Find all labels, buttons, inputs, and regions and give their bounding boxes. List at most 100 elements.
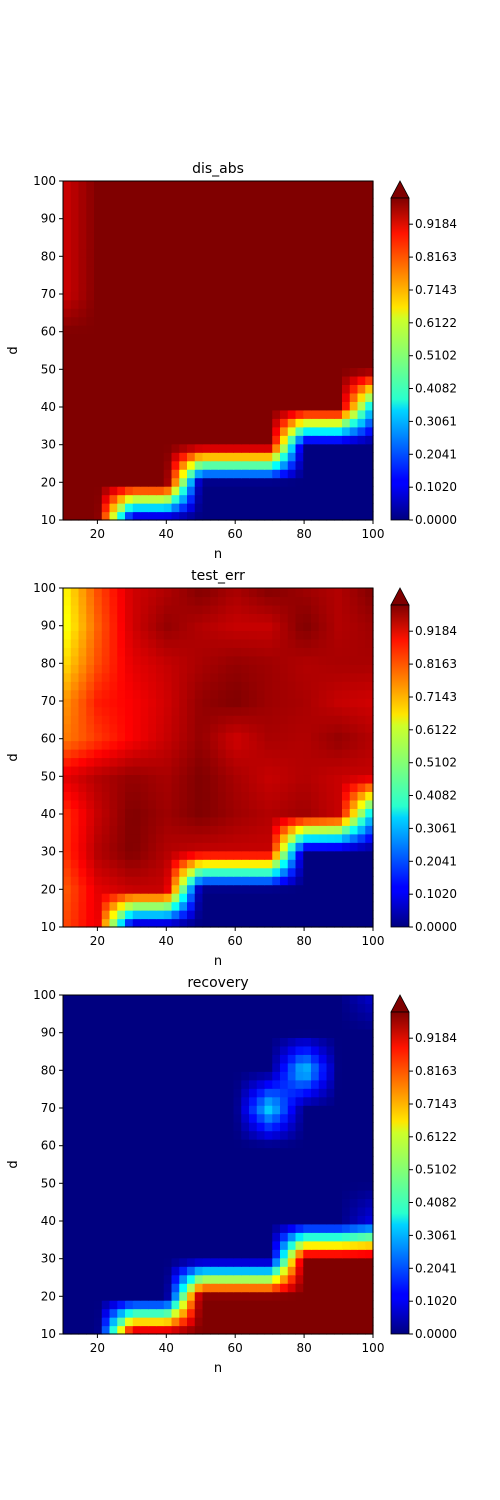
- heatmap-cell: [187, 884, 196, 894]
- heatmap-cell: [249, 774, 258, 784]
- heatmap-cell: [78, 1130, 87, 1140]
- heatmap-cell: [210, 723, 219, 733]
- heatmap-cell: [218, 1037, 227, 1047]
- heatmap-cell: [318, 308, 328, 318]
- heatmap-cell: [163, 1147, 173, 1157]
- heatmap-cell: [264, 1037, 273, 1047]
- heatmap-cell: [233, 995, 242, 1005]
- heatmap-cell: [318, 511, 328, 521]
- heatmap-cell: [287, 638, 297, 648]
- heatmap-cell: [218, 1105, 227, 1115]
- heatmap-cell: [171, 409, 180, 419]
- heatmap-cell: [140, 325, 149, 335]
- heatmap-cell: [264, 842, 273, 852]
- heatmap-cell: [86, 1181, 95, 1191]
- heatmap-cell: [233, 1232, 242, 1242]
- heatmap-cell: [86, 799, 95, 809]
- heatmap-cell: [202, 197, 211, 208]
- heatmap-cell: [94, 401, 103, 411]
- heatmap-cell: [249, 308, 258, 318]
- heatmap-cell: [109, 672, 118, 682]
- heatmap-cell: [349, 1198, 359, 1208]
- heatmap-cell: [78, 265, 87, 275]
- heatmap-cell: [109, 197, 118, 208]
- heatmap-cell: [326, 715, 335, 725]
- heatmap-cell: [249, 1223, 258, 1233]
- heatmap-cell: [194, 782, 204, 792]
- heatmap-cell: [233, 833, 242, 843]
- heatmap-cell: [140, 1113, 149, 1123]
- heatmap-cell: [233, 664, 242, 674]
- heatmap-cell: [287, 613, 297, 623]
- heatmap-cell: [218, 265, 227, 275]
- heatmap-cell: [295, 1206, 304, 1216]
- heatmap-cell: [78, 325, 87, 335]
- heatmap-cell: [210, 647, 219, 657]
- heatmap-cell: [326, 316, 335, 326]
- heatmap-cell: [70, 350, 80, 360]
- heatmap-cell: [318, 409, 328, 419]
- heatmap-cell: [365, 1122, 374, 1132]
- heatmap-cell: [303, 664, 312, 674]
- heatmap-cell: [318, 367, 328, 377]
- heatmap-cell: [63, 681, 72, 691]
- heatmap-cell: [78, 308, 87, 318]
- heatmap-cell: [357, 477, 366, 487]
- heatmap-cell: [342, 604, 351, 615]
- heatmap-cell: [365, 350, 374, 360]
- heatmap-cell: [218, 799, 227, 809]
- heatmap-cell: [63, 1011, 72, 1022]
- heatmap-cell: [349, 765, 359, 776]
- heatmap-cell: [125, 503, 134, 513]
- heatmap-cell: [311, 426, 320, 436]
- heatmap-cell: [225, 1317, 235, 1327]
- heatmap-cell: [94, 342, 103, 352]
- heatmap-cell: [218, 715, 227, 725]
- heatmap-cell: [94, 1206, 103, 1216]
- heatmap-cell: [171, 257, 180, 267]
- heatmap-cell: [311, 1189, 320, 1199]
- heatmap-cell: [256, 867, 266, 877]
- heatmap-cell: [125, 333, 134, 343]
- heatmap-cell: [70, 1054, 80, 1064]
- heatmap-cell: [109, 1105, 118, 1115]
- heatmap-cell: [179, 1266, 188, 1276]
- heatmap-cell: [125, 494, 134, 504]
- heatmap-cell: [187, 782, 196, 792]
- heatmap-cell: [86, 1105, 95, 1115]
- heatmap-cell: [210, 1028, 219, 1038]
- heatmap-cell: [264, 918, 273, 928]
- heatmap-cell: [187, 867, 196, 877]
- heatmap-cell: [78, 672, 87, 682]
- heatmap-cell: [272, 494, 281, 504]
- heatmap-cell: [334, 893, 343, 903]
- heatmap-cell: [148, 418, 157, 428]
- heatmap-cell: [109, 774, 118, 784]
- heatmap-cell: [264, 291, 273, 301]
- heatmap-cell: [70, 1079, 80, 1089]
- heatmap-cell: [86, 655, 95, 665]
- heatmap-cell: [101, 223, 111, 233]
- heatmap-cell: [318, 884, 328, 894]
- heatmap-cell: [125, 715, 134, 725]
- heatmap-cell: [63, 698, 72, 708]
- heatmap-cell: [342, 715, 351, 725]
- heatmap-cell: [342, 1291, 351, 1301]
- heatmap-cell: [117, 418, 126, 428]
- heatmap-cell: [163, 1291, 173, 1301]
- heatmap-cell: [349, 206, 359, 216]
- heatmap-cell: [218, 774, 227, 784]
- heatmap-cell: [117, 1139, 126, 1149]
- heatmap-cell: [78, 621, 87, 631]
- heatmap-cell: [132, 358, 142, 369]
- heatmap-cell: [311, 910, 320, 920]
- heatmap-cell: [233, 418, 242, 428]
- heatmap-cell: [318, 274, 328, 284]
- heatmap-cell: [349, 214, 359, 224]
- heatmap-cell: [179, 1189, 188, 1199]
- heatmap-cell: [334, 995, 343, 1005]
- heatmap-cell: [295, 1266, 304, 1276]
- heatmap-cell: [156, 910, 165, 920]
- heatmap-cell: [70, 1215, 80, 1225]
- heatmap-cell: [318, 1325, 328, 1335]
